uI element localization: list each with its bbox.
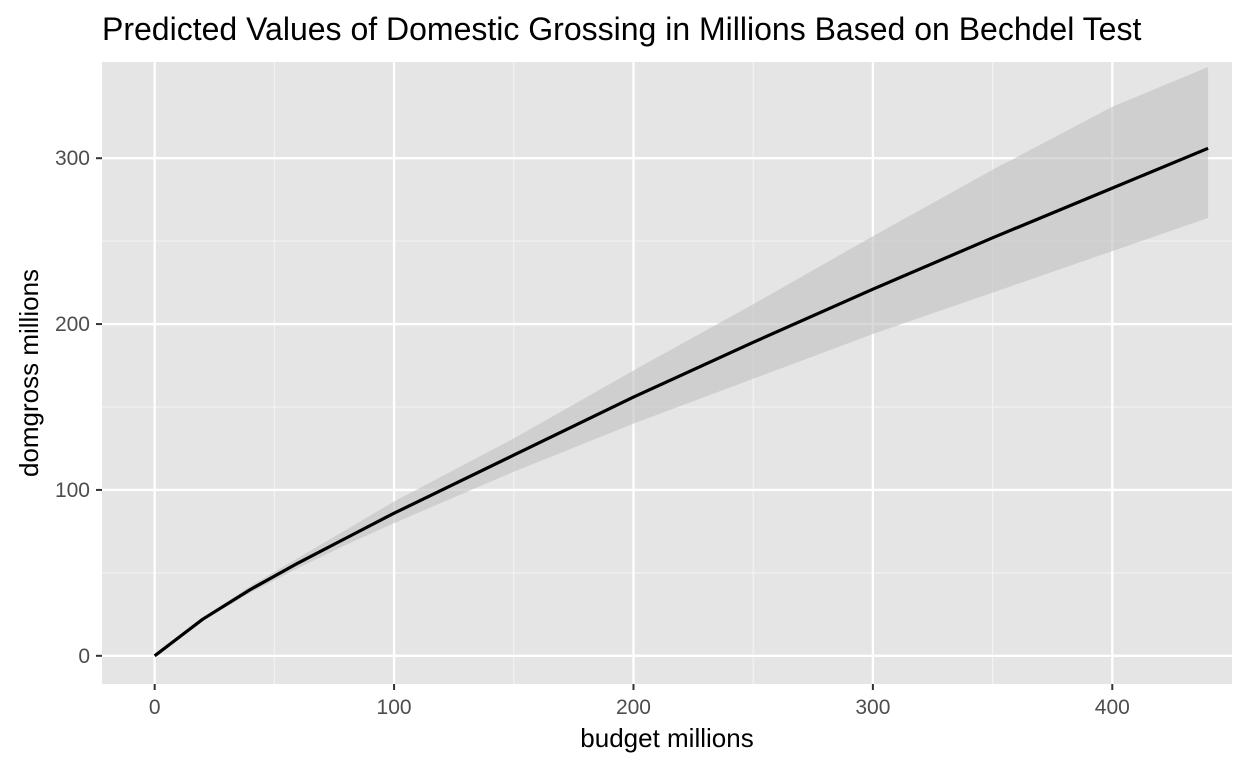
y-tick-label: 0 — [78, 645, 90, 668]
confidence-ribbon — [154, 67, 1209, 656]
x-tick-label: 0 — [149, 696, 161, 719]
y-axis: 0 100 200 300 — [55, 147, 102, 668]
y-tick-label: 100 — [55, 479, 90, 502]
y-tick-label: 300 — [55, 147, 90, 170]
x-tick-label: 200 — [616, 696, 651, 719]
x-tick-label: 400 — [1095, 696, 1130, 719]
y-axis-title: domgross millions — [14, 269, 44, 477]
x-tick-label: 300 — [855, 696, 890, 719]
chart-title: Predicted Values of Domestic Grossing in… — [102, 11, 1141, 47]
prediction-line — [153, 146, 1209, 658]
y-tick-label: 200 — [55, 313, 90, 336]
x-tick-label: 100 — [377, 696, 412, 719]
x-axis-title: budget millions — [580, 723, 753, 753]
x-axis: 0 100 200 300 400 — [149, 684, 1130, 719]
